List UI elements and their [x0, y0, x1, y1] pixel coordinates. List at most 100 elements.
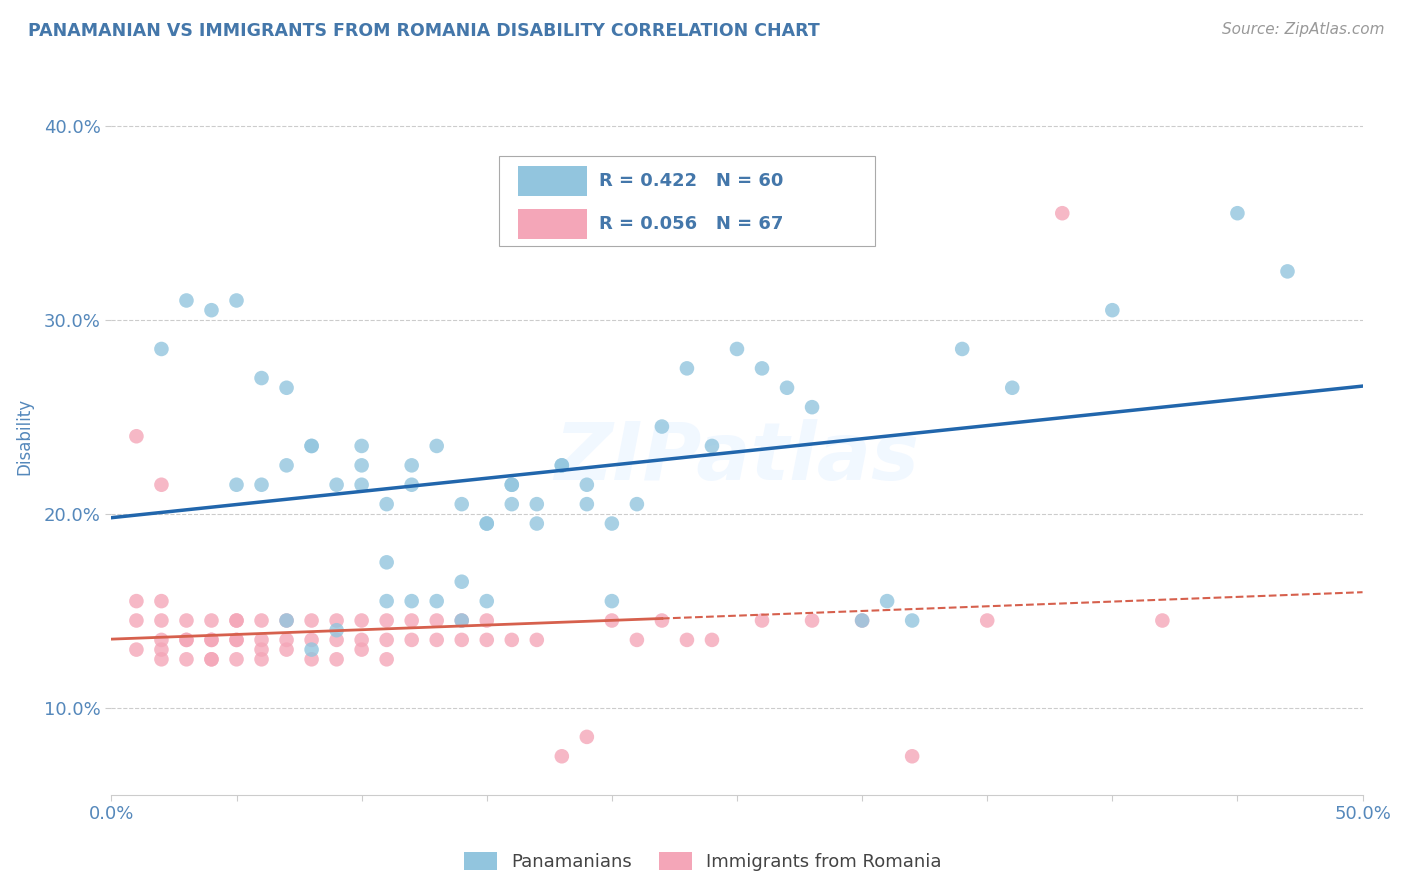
Point — [1226, 206, 1249, 220]
Point — [150, 614, 173, 628]
Point — [501, 477, 523, 491]
Point — [176, 652, 198, 666]
Point — [575, 730, 598, 744]
Point — [350, 642, 373, 657]
Point — [1052, 206, 1074, 220]
Point — [375, 652, 398, 666]
Point — [375, 555, 398, 569]
Point — [551, 458, 574, 473]
Point — [301, 642, 323, 657]
Text: R = 0.056   N = 67: R = 0.056 N = 67 — [599, 215, 783, 233]
Point — [176, 632, 198, 647]
Point — [250, 614, 273, 628]
Point — [276, 642, 298, 657]
Point — [250, 642, 273, 657]
Point — [475, 516, 498, 531]
Point — [776, 381, 799, 395]
Point — [450, 497, 472, 511]
Point — [150, 594, 173, 608]
Point — [301, 652, 323, 666]
Y-axis label: Disability: Disability — [15, 398, 32, 475]
Point — [150, 642, 173, 657]
Point — [225, 632, 247, 647]
Point — [450, 614, 472, 628]
Point — [551, 749, 574, 764]
Point — [301, 632, 323, 647]
Point — [150, 652, 173, 666]
Point — [225, 632, 247, 647]
Point — [426, 614, 449, 628]
Point — [200, 303, 222, 318]
Point — [575, 497, 598, 511]
Point — [225, 293, 247, 308]
Point — [1001, 381, 1024, 395]
Point — [325, 477, 347, 491]
Point — [950, 342, 973, 356]
Point — [651, 419, 673, 434]
Point — [250, 371, 273, 385]
Point — [125, 614, 148, 628]
Point — [426, 632, 449, 647]
Point — [600, 614, 623, 628]
Point — [901, 749, 924, 764]
Point — [350, 477, 373, 491]
Point — [150, 342, 173, 356]
Point — [626, 497, 648, 511]
Point — [276, 614, 298, 628]
Point — [600, 594, 623, 608]
Point — [176, 614, 198, 628]
Point — [450, 614, 472, 628]
Point — [450, 632, 472, 647]
Point — [426, 439, 449, 453]
Point — [325, 652, 347, 666]
Point — [475, 632, 498, 647]
Point — [475, 594, 498, 608]
Point — [225, 614, 247, 628]
Point — [276, 381, 298, 395]
Text: PANAMANIAN VS IMMIGRANTS FROM ROMANIA DISABILITY CORRELATION CHART: PANAMANIAN VS IMMIGRANTS FROM ROMANIA DI… — [28, 22, 820, 40]
Point — [526, 497, 548, 511]
Point — [426, 594, 449, 608]
Point — [200, 632, 222, 647]
Point — [575, 477, 598, 491]
FancyBboxPatch shape — [499, 156, 875, 246]
Point — [1277, 264, 1299, 278]
Point — [501, 477, 523, 491]
Point — [1101, 303, 1123, 318]
Point — [700, 439, 723, 453]
Point — [375, 497, 398, 511]
Point — [150, 477, 173, 491]
Point — [651, 614, 673, 628]
Point — [276, 614, 298, 628]
Point — [125, 429, 148, 443]
Text: R = 0.422   N = 60: R = 0.422 N = 60 — [599, 172, 783, 190]
Point — [401, 477, 423, 491]
Point — [876, 594, 898, 608]
Point — [125, 594, 148, 608]
Point — [751, 361, 773, 376]
Point — [200, 652, 222, 666]
Point — [401, 594, 423, 608]
Point — [1152, 614, 1174, 628]
Point — [301, 439, 323, 453]
Point — [276, 458, 298, 473]
Point — [725, 342, 748, 356]
Point — [901, 614, 924, 628]
Point — [976, 614, 998, 628]
Point — [851, 614, 873, 628]
Point — [401, 458, 423, 473]
Point — [350, 632, 373, 647]
Point — [375, 594, 398, 608]
Point — [301, 439, 323, 453]
Point — [475, 614, 498, 628]
Point — [450, 574, 472, 589]
Point — [200, 632, 222, 647]
Point — [526, 632, 548, 647]
Point — [676, 361, 699, 376]
Point — [700, 632, 723, 647]
Point — [301, 614, 323, 628]
Point — [325, 632, 347, 647]
Text: ZIPatlas: ZIPatlas — [554, 418, 920, 497]
Point — [600, 516, 623, 531]
FancyBboxPatch shape — [517, 209, 586, 239]
